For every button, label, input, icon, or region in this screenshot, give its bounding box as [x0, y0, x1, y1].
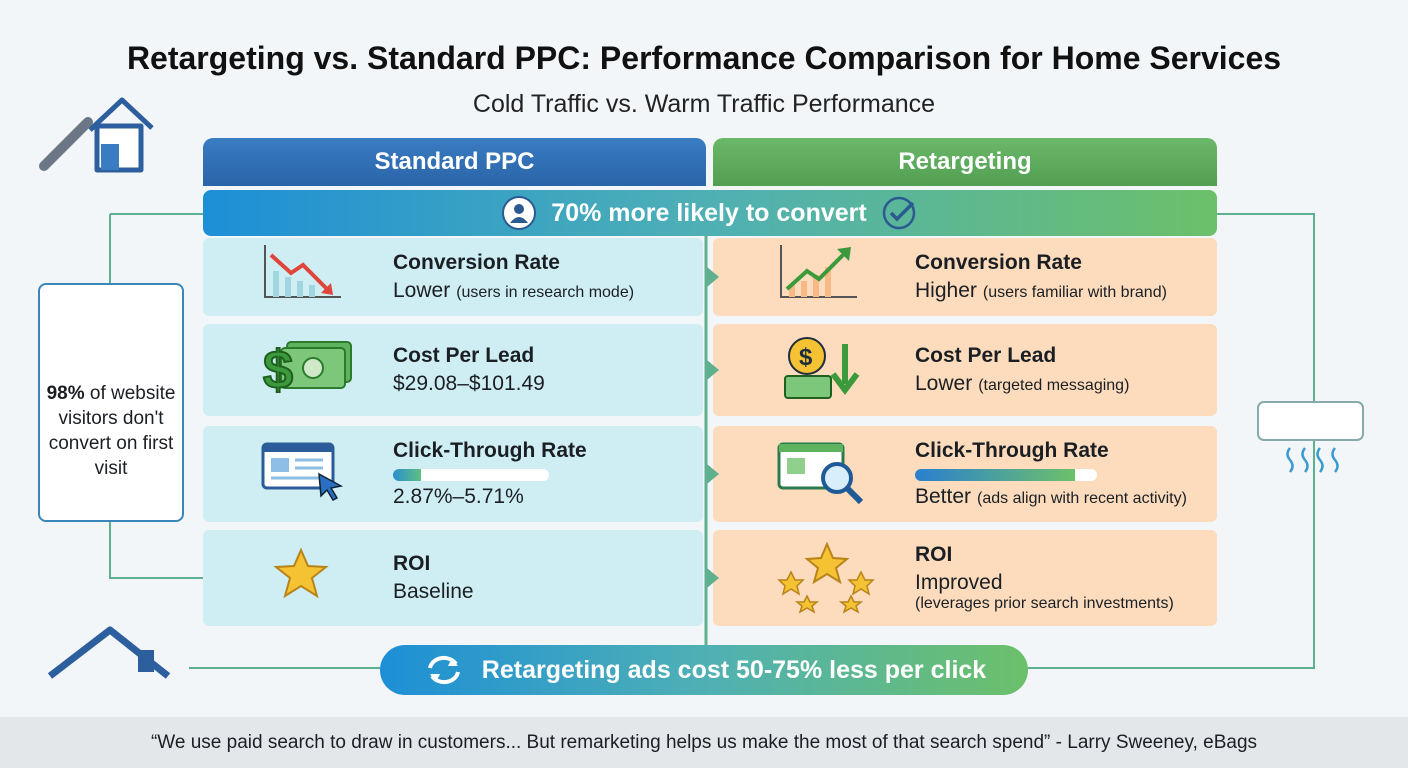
banner: 70% more likely to convert: [203, 190, 1217, 236]
metric: Cost Per Lead: [915, 344, 1057, 367]
value: Improved (leverages prior search investme…: [915, 571, 1174, 613]
value-text: 2.87%–5.71%: [393, 485, 524, 508]
cell-text: ROI Improved (leverages prior search inves…: [915, 543, 1174, 613]
cell-text: Conversion Rate Lower (users in research m…: [393, 251, 634, 303]
value: Higher (users familiar with brand): [915, 279, 1167, 303]
value-text: Baseline: [393, 580, 474, 603]
value: Lower (targeted messaging): [915, 372, 1129, 396]
side-note: 98% of website visitors don't convert on…: [38, 283, 184, 522]
side-text: of website visitors don't convert on fir…: [48, 383, 176, 479]
chevron: [707, 464, 719, 484]
value-text: $29.08–$101.49: [393, 372, 545, 395]
progress-bar: [915, 469, 1097, 481]
cell-text: Cost Per Lead Lower (targeted messaging): [915, 344, 1129, 396]
comparison-cell: ROI Improved (leverages prior search inves…: [707, 530, 1217, 626]
value: Better (ads align with recent activity): [915, 485, 1187, 509]
metric: Click-Through Rate: [393, 439, 587, 462]
bottom-banner: Retargeting ads cost 50-75% less per cli…: [380, 645, 1028, 695]
cell-text: ROI Baseline: [393, 552, 474, 604]
cycle-icon: [427, 655, 460, 685]
metric: Conversion Rate: [915, 251, 1082, 274]
progress-bar: [393, 469, 549, 481]
cell-text: Conversion Rate Higher (users familiar wit…: [915, 251, 1167, 303]
metric: ROI: [915, 543, 953, 566]
icon: $: [784, 337, 860, 399]
icon: [273, 547, 329, 599]
note: (ads align with recent activity): [977, 490, 1187, 507]
chevron: [707, 568, 719, 588]
svg-text:$: $: [799, 344, 813, 371]
metric: Cost Per Lead: [393, 344, 535, 367]
value: Baseline: [393, 580, 474, 604]
value-text: Better: [915, 485, 972, 508]
chevron: [707, 267, 719, 287]
cell-text: Click-Through Rate Better (ads align with …: [915, 439, 1187, 509]
note: (users familiar with brand): [982, 284, 1167, 301]
svg-text:$: $: [263, 340, 293, 400]
value-text: Higher: [915, 279, 977, 302]
user-icon: [502, 196, 537, 230]
icon: [264, 245, 341, 298]
comparison-cell: Conversion Rate Lower (users in research m…: [203, 238, 703, 316]
metric: Click-Through Rate: [915, 439, 1109, 462]
metric: ROI: [393, 552, 431, 575]
value-text: Improved: [915, 571, 1003, 594]
icon: $: [262, 339, 352, 401]
note: (leverages prior search investments): [915, 595, 1174, 612]
column-header: Retargeting: [713, 138, 1217, 186]
check-icon: [882, 196, 915, 230]
subtitle: Cold Traffic vs. Warm Traffic Performanc…: [472, 90, 936, 118]
comparison-cell: $ Cost Per Lead $29.08–$101.49: [203, 324, 703, 416]
value: $29.08–$101.49: [393, 372, 545, 396]
side-stat: 98%: [46, 383, 85, 404]
note: (targeted messaging): [978, 377, 1130, 394]
value: 2.87%–5.71%: [393, 485, 587, 509]
bottom-banner-text: Retargeting ads cost 50-75% less per cli…: [481, 655, 987, 684]
comparison-cell: Conversion Rate Higher (users familiar wit…: [707, 238, 1217, 316]
banner-text: 70% more likely to convert: [551, 198, 867, 227]
title: Retargeting vs. Standard PPC: Performanc…: [126, 40, 1282, 76]
comparison-cell: $ Cost Per Lead Lower (targeted messaging): [707, 324, 1217, 416]
quote: “We use paid search to draw in customers…: [0, 717, 1408, 768]
metric: Conversion Rate: [393, 251, 560, 274]
value: Lower (users in research mode): [393, 279, 634, 303]
value-text: Lower: [915, 372, 973, 395]
comparison-cell: Click-Through Rate 2.87%–5.71%: [203, 426, 703, 522]
note: (users in research mode): [456, 284, 635, 301]
icon: [777, 542, 875, 614]
comparison-cell: ROI Baseline: [203, 530, 703, 626]
comparison-cell: Click-Through Rate Better (ads align with …: [707, 426, 1217, 522]
icon: [261, 442, 344, 501]
icon: [780, 245, 857, 298]
cell-text: Click-Through Rate 2.87%–5.71%: [393, 439, 587, 509]
cell-text: Cost Per Lead $29.08–$101.49: [393, 344, 545, 396]
column-header: Standard PPC: [203, 138, 706, 186]
value-text: Lower: [393, 279, 451, 302]
icon: [777, 442, 864, 505]
chevron: [707, 360, 719, 380]
